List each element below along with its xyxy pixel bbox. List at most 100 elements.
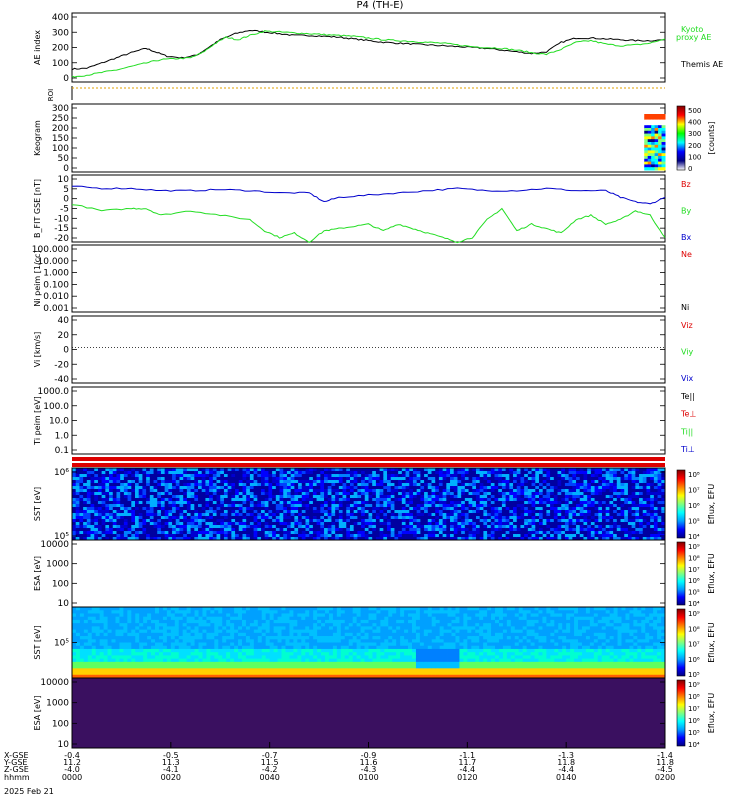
sst-e-cell [531,477,536,481]
sst-e-cell [657,480,662,484]
sst-e-cell [553,507,558,511]
sst-e-cell [272,501,277,505]
sst-e-cell [275,534,280,538]
sst-e-cell [127,522,132,526]
sst-e-cell [90,507,95,511]
sst-e-cell [420,525,425,529]
sst-e-cell [331,489,336,493]
sst-e-cell [186,513,191,517]
sst-e-cell [635,525,640,529]
sst-e-cell [242,525,247,529]
sst-e-cell [546,468,551,472]
sst-e-cell [79,519,84,523]
sst-i-cell [95,652,101,656]
sst-e-cell [594,531,599,535]
sst-i-cell [234,639,239,643]
sst-e-cell [246,498,251,502]
sst-e-cell [642,489,647,493]
sst-e-cell [261,507,266,511]
sst-i-cell [162,642,168,647]
sst-e-cell [587,525,592,529]
y-axis-label-ae: AE index [33,30,42,65]
sst-i-cell [79,626,85,630]
sst-i-cell [202,655,207,660]
sst-e-cell [616,489,621,493]
sst-e-cell [635,471,640,475]
sst-e-cell [324,477,329,481]
sst-i-cell [95,613,101,618]
sst-i-cell [111,629,116,634]
sst-e-cell [238,522,243,526]
sst-e-cell [97,480,103,484]
sst-e-cell [94,498,99,502]
sst-i-cell [234,632,239,637]
sst-i-cell [147,648,152,653]
sst-e-cell [301,495,306,499]
sst-i-cell [111,626,116,630]
sst-e-cell [631,507,636,511]
sst-e-cell [272,480,277,484]
sst-e-cell [198,483,203,487]
sst-e-cell [290,471,295,475]
sst-e-cell [242,513,247,517]
sst-e-cell [94,471,99,475]
sst-e-cell [90,471,95,475]
sst-i-cell [135,613,140,618]
sst-e-cell [175,495,180,499]
sst-e-cell [372,483,377,487]
sst-e-cell [546,498,551,502]
sst-e-cell [501,501,507,505]
sst-e-cell [546,510,551,514]
sst-e-cell [601,495,607,499]
sst-e-cell [172,516,177,520]
sst-e-cell [275,522,280,526]
sst-e-cell [324,495,329,499]
sst-e-cell [635,528,640,532]
sst-e-cell [639,507,644,511]
sst-i-cell [127,642,132,647]
sst-e-cell [579,486,584,490]
sst-e-cell [513,486,518,490]
sst-e-cell [257,489,262,493]
sst-e-cell [446,528,451,532]
sst-e-cell [331,474,336,478]
sst-e-cell [190,534,195,538]
sst-e-cell [368,480,373,484]
sst-e-cell [475,477,481,481]
sst-e-cell [479,492,484,496]
sst-e-cell [72,528,77,532]
sst-e-cell [90,513,95,517]
sst-e-cell [387,483,392,487]
sst-e-cell [331,468,336,472]
sst-e-cell [520,507,525,511]
sst-e-cell [550,504,555,508]
sst-e-cell [135,525,140,529]
sst-e-cell [286,501,292,505]
sst-e-cell [590,483,595,487]
sst-e-cell [368,468,373,472]
sst-e-cell [364,486,369,490]
sst-e-cell [594,528,599,532]
sst-e-cell [183,516,188,520]
sst-e-cell [524,501,529,505]
sst-i-cell [143,648,148,653]
sst-e-cell [298,480,303,484]
sst-e-cell [205,510,210,514]
sst-e-cell [568,516,573,520]
sst-e-cell [335,483,340,487]
sst-e-cell [353,537,358,541]
sst-e-cell [472,495,477,499]
sst-e-cell [661,528,666,532]
sst-e-cell [620,498,625,502]
sst-i-cell [218,655,223,660]
sst-e-cell [238,516,243,520]
sst-e-cell [305,501,310,505]
sst-e-cell [568,513,573,517]
sst-e-cell [635,537,640,541]
sst-e-cell [183,522,188,526]
sst-e-cell [86,522,91,526]
sst-e-cell [335,498,340,502]
sst-e-cell [94,507,99,511]
sst-i-cell [214,645,219,650]
sst-i-cell [103,642,108,647]
